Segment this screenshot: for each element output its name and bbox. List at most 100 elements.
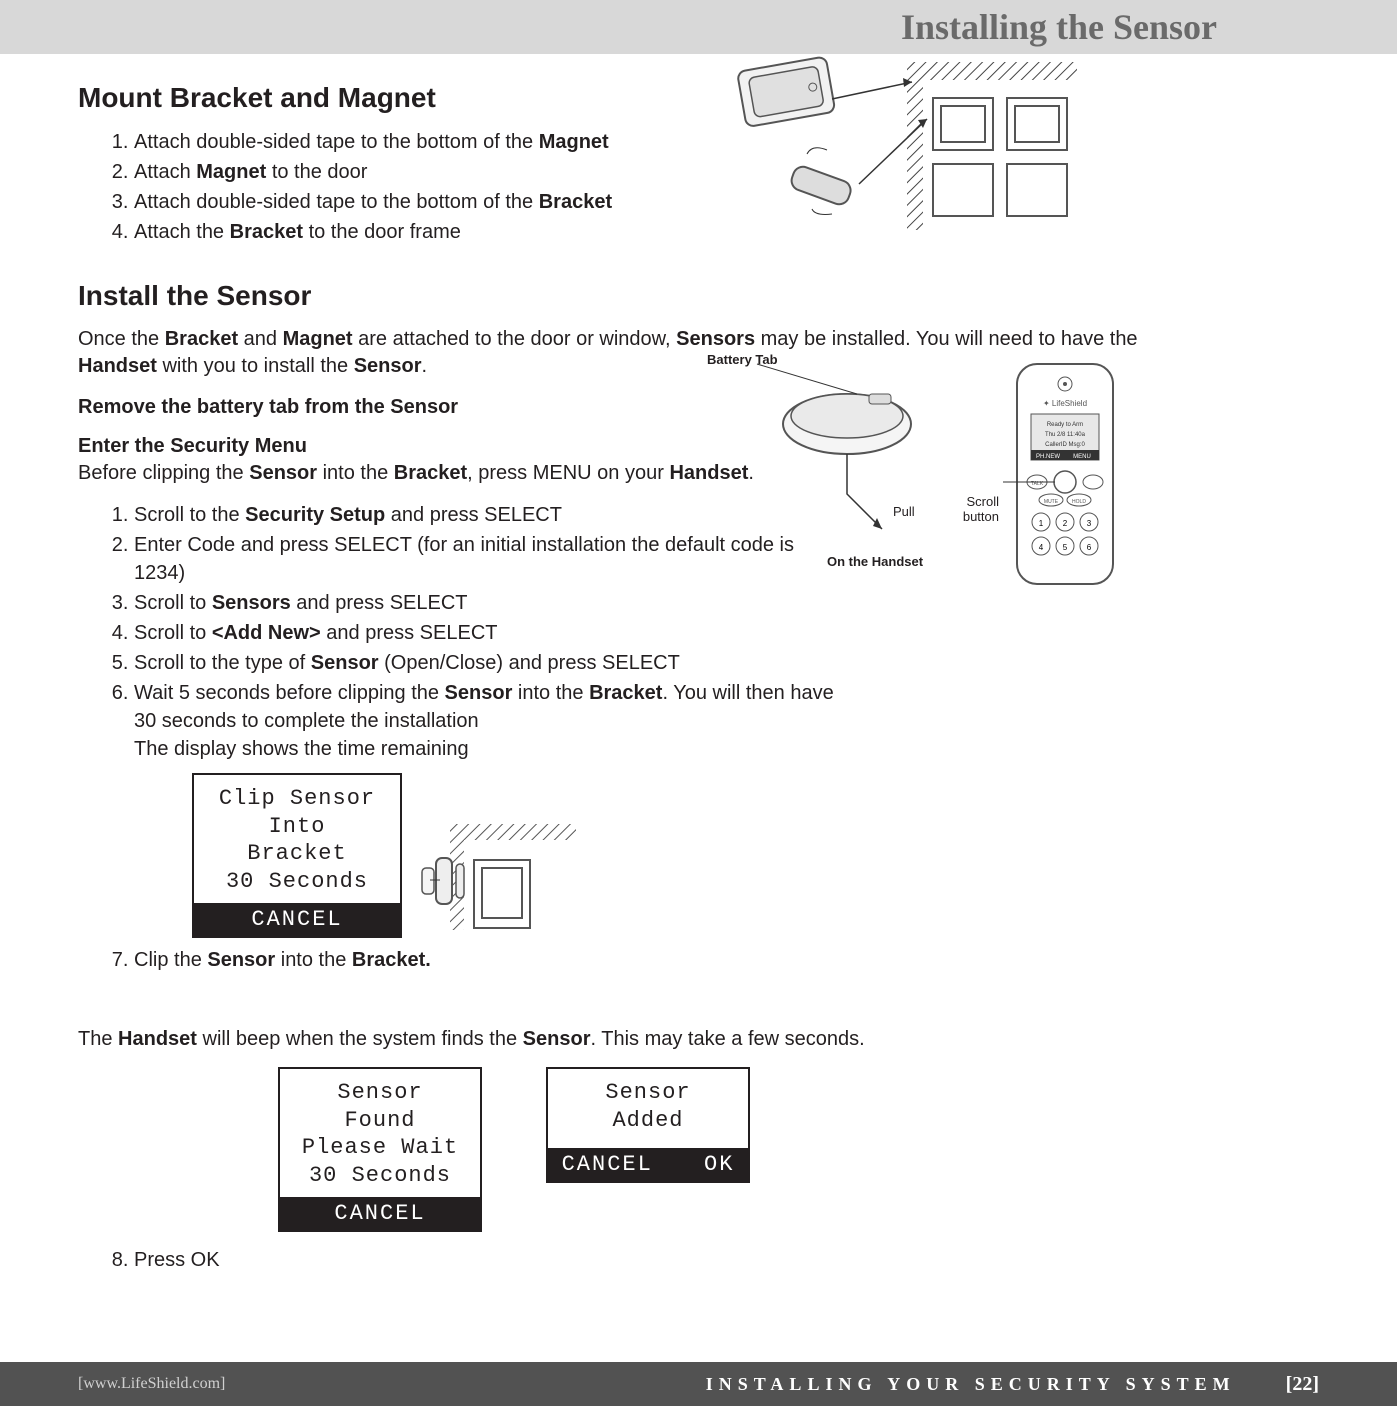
text: and press SELECT <box>385 504 562 526</box>
text: Attach the <box>134 221 230 243</box>
text: Attach double-sided tape to the bottom o… <box>134 131 539 153</box>
text: and press SELECT <box>321 622 498 644</box>
text: Sensor <box>249 462 317 484</box>
text: Sensor <box>311 652 379 674</box>
mount-steps: Attach double-sided tape to the bottom o… <box>78 128 1319 246</box>
text: to the door frame <box>303 221 461 243</box>
text: Sensor <box>445 682 513 704</box>
text: are attached to the door or window, <box>353 328 677 350</box>
mount-illustration <box>707 54 1087 234</box>
lcd-sensor-found: Sensor Found Please Wait 30 Seconds CANC… <box>278 1067 482 1232</box>
cancel-softkey[interactable]: CANCEL <box>562 1152 653 1177</box>
text: Sensors <box>212 592 291 614</box>
lcd-line: Sensor Added <box>548 1069 748 1134</box>
on-handset-label: On the Handset <box>827 554 923 569</box>
text: Handset <box>78 355 157 377</box>
text: (Open/Close) and press SELECT <box>379 652 680 674</box>
scroll-button-label: Scroll button <box>939 494 999 524</box>
text: Security Setup <box>245 504 385 526</box>
text: Scroll to the <box>134 504 245 526</box>
text: Sensor <box>207 949 275 971</box>
svg-text:CallerID Msg:0: CallerID Msg:0 <box>1045 442 1085 448</box>
handset-step-5: Scroll to the type of Sensor (Open/Close… <box>134 649 838 677</box>
lcd-line: Clip Sensor <box>194 775 400 813</box>
text: Scroll button <box>963 494 999 524</box>
footer-url: [www.LifeShield.com] <box>78 1375 225 1393</box>
text: Bracket <box>539 191 612 213</box>
svg-text:Ready to Arm: Ready to Arm <box>1047 422 1083 428</box>
lcd-row: Sensor Found Please Wait 30 Seconds CANC… <box>278 1067 1319 1232</box>
clip-illustration <box>400 824 580 934</box>
cancel-softkey[interactable]: CANCEL <box>334 1201 425 1226</box>
handset-step-4: Scroll to <Add New> and press SELECT <box>134 619 838 647</box>
svg-text:3: 3 <box>1087 519 1092 528</box>
text: Bracket <box>589 682 662 704</box>
lcd-line: 30 Seconds <box>194 868 400 896</box>
footer-band: [www.LifeShield.com] INSTALLING YOUR SEC… <box>0 1362 1397 1406</box>
text: . <box>422 355 428 377</box>
text: into the <box>317 462 394 484</box>
text: , press MENU on your <box>467 462 669 484</box>
text: into the <box>275 949 352 971</box>
page-title: Installing the Sensor <box>901 6 1217 48</box>
text: The display shows the time remaining <box>134 738 469 760</box>
text: Scroll to <box>134 592 212 614</box>
text: Scroll to the type of <box>134 652 311 674</box>
text: Before clipping the <box>78 462 249 484</box>
svg-text:PH.NEW: PH.NEW <box>1036 454 1060 460</box>
text: into the <box>512 682 589 704</box>
text: The <box>78 1028 118 1050</box>
text: Sensor <box>523 1028 591 1050</box>
header-band: Installing the Sensor <box>0 0 1397 54</box>
text: <Add New> <box>212 622 321 644</box>
text: Attach double-sided tape to the bottom o… <box>134 191 539 213</box>
handset-step-7: Clip the Sensor into the Bracket. <box>134 946 1319 974</box>
text: Handset <box>118 1028 197 1050</box>
lcd-line: 30 Seconds <box>280 1162 480 1190</box>
text: Once the <box>78 328 165 350</box>
footer-page-number: [22] <box>1286 1373 1319 1396</box>
lcd-softkey-bar: CANCEL OK <box>548 1148 748 1181</box>
lcd-sensor-added: Sensor Added CANCEL OK <box>546 1067 750 1183</box>
text: Magnet <box>539 131 609 153</box>
cancel-softkey[interactable]: CANCEL <box>251 907 342 932</box>
text: Bracket <box>394 462 467 484</box>
svg-text:4: 4 <box>1039 543 1044 552</box>
lcd-line: Please Wait <box>280 1134 480 1162</box>
text: and <box>238 328 282 350</box>
text: and press SELECT <box>291 592 468 614</box>
svg-text:6: 6 <box>1087 543 1092 552</box>
battery-tab-label: Battery Tab <box>707 352 778 367</box>
ok-softkey[interactable]: OK <box>704 1152 734 1177</box>
beep-line: The Handset will beep when the system fi… <box>78 1026 1319 1053</box>
svg-text:1: 1 <box>1039 519 1044 528</box>
text: Bracket <box>230 221 303 243</box>
step-8-list: Press OK <box>78 1246 1319 1274</box>
footer-section: INSTALLING YOUR SECURITY SYSTEM <box>706 1374 1236 1395</box>
text: with you to install the <box>157 355 354 377</box>
text: . This may take a few seconds. <box>590 1028 864 1050</box>
text: will beep when the system finds the <box>197 1028 523 1050</box>
svg-text:MUTE: MUTE <box>1044 499 1059 505</box>
text: Clip the <box>134 949 207 971</box>
text: to the door <box>266 161 367 183</box>
lcd-line: Into Bracket <box>194 813 400 868</box>
handset-step-6: Wait 5 seconds before clipping the Senso… <box>134 679 838 763</box>
svg-text:Thu 2/8 11:40a: Thu 2/8 11:40a <box>1045 432 1086 438</box>
lcd-softkey-bar: CANCEL <box>194 903 400 936</box>
svg-text:2: 2 <box>1063 519 1068 528</box>
sensor-handset-illustration: ✦ LifeShield Ready to Arm Thu 2/8 11:40a… <box>707 344 1147 604</box>
text: Bracket. <box>352 949 431 971</box>
text: Magnet <box>196 161 266 183</box>
step7-row: Clip Sensor Into Bracket 30 Seconds CANC… <box>78 773 1319 938</box>
text: Scroll to <box>134 622 212 644</box>
lcd-softkey-bar: CANCEL <box>280 1197 480 1230</box>
text: Bracket <box>165 328 238 350</box>
section2-title: Install the Sensor <box>78 280 1319 312</box>
lcd-clip-sensor: Clip Sensor Into Bracket 30 Seconds CANC… <box>192 773 402 938</box>
page-content: Mount Bracket and Magnet Attach double-s… <box>0 54 1397 1274</box>
text: Sensor <box>354 355 422 377</box>
step-7-list: Clip the Sensor into the Bracket. <box>78 946 1319 974</box>
text: Magnet <box>283 328 353 350</box>
handset-step-8: Press OK <box>134 1246 1319 1274</box>
